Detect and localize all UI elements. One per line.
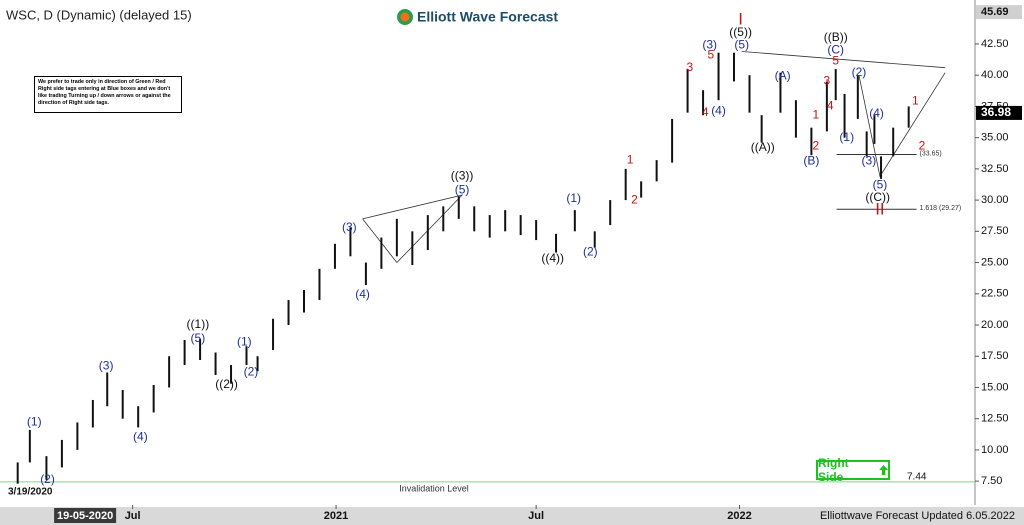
wave-label: ((5)): [729, 25, 752, 39]
wave-label: 2: [812, 139, 819, 153]
wave-label: (1): [27, 415, 42, 429]
wave-label: (4): [711, 104, 726, 118]
last-price-box: [976, 105, 1022, 120]
wave-label: (1): [566, 191, 581, 205]
logo-text: Elliott Wave Forecast: [417, 9, 558, 25]
wave-label: 1: [627, 152, 634, 166]
x-tick-label: Jul: [528, 510, 544, 522]
y-tick-label: 30.00: [981, 194, 1009, 206]
trendline: [741, 51, 946, 69]
wave-label: ((4)): [541, 251, 564, 265]
cursor-label: 19-05-2020: [57, 510, 113, 522]
right-side-text: Right Side: [818, 456, 849, 484]
wave-label: (2): [583, 245, 598, 259]
trendline: [362, 194, 464, 264]
time-axis-band: [0, 507, 1024, 525]
wave-label: ((B)): [824, 30, 848, 44]
wave-label: (5): [191, 331, 206, 345]
x-tick-label: 2021: [324, 510, 348, 522]
wave-label: (C): [827, 42, 844, 56]
wave-label: (5): [873, 177, 888, 191]
chart-title: WSC, D (Dynamic) (delayed 15): [6, 7, 192, 22]
y-tick-label: 35.00: [981, 132, 1009, 144]
y-tick-label: 42.50: [981, 38, 1009, 50]
wave-label: (3): [702, 37, 717, 51]
wave-label: ((2)): [215, 377, 238, 391]
wave-label: 4: [827, 99, 834, 113]
y-tick-label: 15.00: [981, 381, 1009, 393]
logo: Elliott Wave Forecast: [397, 9, 558, 25]
wave-label: (B): [803, 154, 819, 168]
wave-label: ((3)): [451, 169, 474, 183]
x-tick-label: 2022: [727, 510, 751, 522]
wave-label: (2): [852, 65, 867, 79]
wave-label: (5): [455, 182, 470, 196]
wave-label: 5: [707, 47, 714, 61]
wave-label: (A): [775, 69, 791, 83]
wave-label: ((A)): [751, 140, 775, 154]
wave-label: II: [875, 200, 884, 219]
trading-notice: We prefer to trade only in direction of …: [34, 76, 182, 113]
y-tick-label: 17.50: [981, 350, 1009, 362]
y-tick-label: 20.00: [981, 319, 1009, 331]
wave-label: 3: [824, 74, 831, 88]
top-price-box: [976, 5, 1022, 20]
wave-label: 5: [832, 54, 839, 68]
level-note: Invalidation Level: [399, 483, 469, 493]
y-tick-label: 25.00: [981, 256, 1009, 268]
wave-label: (2): [244, 365, 259, 379]
logo-icon-inner: [400, 12, 410, 22]
top-price-label: 45.69: [981, 6, 1009, 18]
wave-label: 3: [686, 60, 693, 74]
last-price-label: 36.98: [981, 105, 1011, 119]
y-tick-label: 22.50: [981, 288, 1009, 300]
wave-label: 4: [702, 105, 709, 119]
wave-label: (4): [355, 287, 370, 301]
wave-label: 2: [631, 192, 638, 206]
y-tick-label: 40.00: [981, 69, 1009, 81]
wave-label: I: [738, 10, 743, 29]
wave-label: (3): [862, 154, 877, 168]
wave-label: ((C)): [865, 190, 890, 204]
trendline: [858, 72, 946, 178]
wave-label: 1: [912, 94, 919, 108]
y-tick-label: 7.50: [981, 475, 1002, 487]
start-date-label: 3/19/2020: [8, 487, 53, 498]
wave-label: 2: [919, 139, 926, 153]
y-tick-label: 10.00: [981, 444, 1009, 456]
wave-label: (4): [133, 430, 148, 444]
level-label: 1.618 (29.27): [920, 205, 962, 212]
level-label: (33.65): [920, 150, 942, 157]
wave-label: 1: [812, 107, 819, 121]
y-tick-label: 27.50: [981, 225, 1009, 237]
y-tick-label: 32.50: [981, 163, 1009, 175]
wave-label: (5): [734, 37, 749, 51]
wave-label: (3): [99, 358, 114, 372]
wave-label: ((1)): [187, 317, 210, 331]
x-tick-label: Jul: [125, 510, 141, 522]
wave-label: (1): [237, 335, 252, 349]
cursor-label-box: [54, 508, 117, 523]
footer: Elliottwave Forecast Updated 6.05.2022: [820, 510, 1015, 522]
wave-label: (2): [40, 472, 55, 486]
level-label: 7.44: [907, 472, 927, 483]
up-arrow-icon: [879, 465, 888, 475]
right-side-tag: Right Side: [816, 456, 890, 484]
wave-label: (3): [342, 220, 357, 234]
y-tick-label: 12.50: [981, 413, 1009, 425]
wave-label: (1): [839, 130, 854, 144]
wave-label: (4): [869, 106, 884, 120]
